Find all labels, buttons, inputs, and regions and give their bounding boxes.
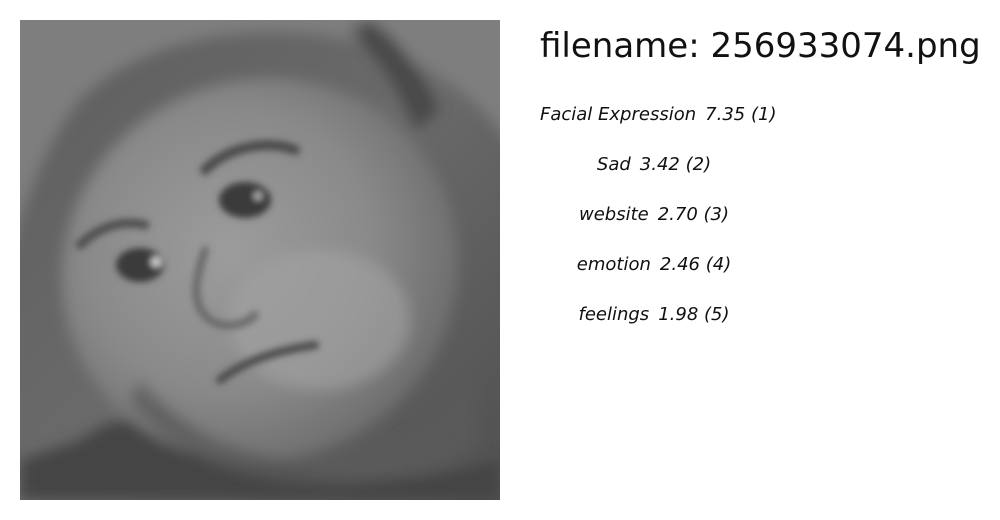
label-score-list: Facial Expression 7.35 1 Sad 3.42 2 websit… xyxy=(540,98,776,348)
label-row: website 2.70 3 xyxy=(540,198,768,248)
label-rank: 3 xyxy=(704,204,730,225)
label-score: 2.46 xyxy=(659,254,700,275)
label-name: feelings xyxy=(578,304,650,325)
label-score: 3.42 xyxy=(639,154,680,175)
label-name: Facial Expression xyxy=(540,104,697,125)
label-rank: 1 xyxy=(751,104,777,125)
label-score: 2.70 xyxy=(657,204,698,225)
label-row: feelings 1.98 5 xyxy=(540,298,768,348)
label-score: 1.98 xyxy=(658,304,699,325)
label-name: Sad xyxy=(596,154,631,175)
label-rank: 4 xyxy=(706,254,732,275)
label-row: Sad 3.42 2 xyxy=(540,148,768,198)
label-score: 7.35 xyxy=(705,104,746,125)
face-photo-drawing xyxy=(20,20,500,500)
label-rank: 2 xyxy=(686,154,712,175)
label-rank: 5 xyxy=(704,304,730,325)
filename-title: filename: 256933074.png xyxy=(540,22,981,70)
face-photo xyxy=(20,20,500,500)
label-name: website xyxy=(578,204,649,225)
filename-prefix: filename: xyxy=(540,26,700,66)
label-row: Facial Expression 7.35 1 xyxy=(540,98,776,148)
label-row: emotion 2.46 4 xyxy=(540,248,768,298)
filename-value: 256933074.png xyxy=(710,26,981,66)
label-name: emotion xyxy=(576,254,651,275)
